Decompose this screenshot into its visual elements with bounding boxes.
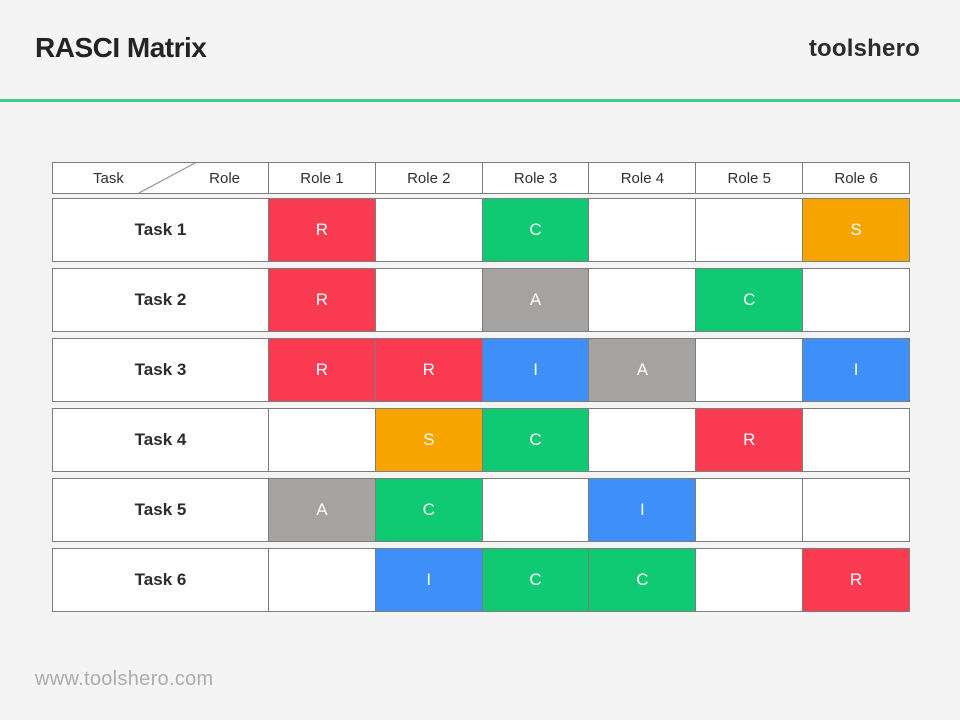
brand-logo: toolshero (808, 35, 920, 62)
task-row: Task 2 R A C (52, 268, 910, 332)
task-label-cell: Task 1 (134, 220, 187, 239)
matrix-cell: R (268, 199, 375, 261)
matrix-cell: S (374, 409, 482, 471)
matrix-cell (268, 549, 375, 611)
matrix-cell: C (481, 549, 589, 611)
responsibility-block: R (269, 199, 375, 261)
column-header-cell: Role 1 (268, 163, 375, 193)
matrix-cell (588, 409, 695, 471)
rasci-matrix-table: Task Role Role 1 Role 2 Role 3 Role 4 Role 5 Ro… (52, 162, 910, 618)
matrix-cell: I (374, 549, 482, 611)
matrix-cell: C (374, 479, 482, 541)
matrix-cell: A (268, 479, 375, 541)
responsibility-block: C (482, 409, 589, 471)
responsibility-block: I (482, 339, 589, 401)
matrix-cell: I (481, 339, 589, 401)
matrix-cell (374, 199, 482, 261)
matrix-cell: C (588, 549, 696, 611)
matrix-cell (588, 199, 695, 261)
column-header-cell: Role 4 (588, 163, 695, 193)
matrix-cell (695, 479, 802, 541)
responsibility-block: S (375, 409, 482, 471)
corner-row-axis-label: Task (93, 169, 124, 187)
responsibility-block: C (589, 549, 696, 611)
matrix-cell: C (481, 409, 589, 471)
diagonal-divider-line (138, 163, 196, 193)
responsibility-block: I (589, 479, 696, 541)
responsibility-block: C (482, 549, 589, 611)
task-row: Task 1 R C S (52, 198, 910, 262)
matrix-cell: I (588, 479, 696, 541)
matrix-cell: C (695, 269, 803, 331)
matrix-cell (695, 199, 802, 261)
responsibility-block: C (696, 269, 803, 331)
responsibility-block: R (269, 269, 375, 331)
corner-cell: Task Role (53, 163, 268, 193)
responsibility-block: R (269, 339, 375, 401)
column-header-cell: Role 2 (374, 163, 482, 193)
accent-divider-line (0, 99, 960, 102)
column-header-cell: Role 3 (481, 163, 589, 193)
matrix-cell: R (695, 409, 803, 471)
matrix-cell (588, 269, 695, 331)
footer-url: www.toolshero.com (35, 668, 214, 690)
matrix-cell (802, 479, 909, 541)
matrix-cell (695, 549, 802, 611)
matrix-cell: A (588, 339, 696, 401)
matrix-cell (374, 269, 482, 331)
corner-col-axis-label: Role (209, 169, 240, 187)
responsibility-block: R (803, 549, 909, 611)
task-label-cell: Task 2 (134, 290, 187, 309)
responsibility-block: I (803, 339, 909, 401)
responsibility-block: A (589, 339, 696, 401)
matrix-cell (695, 339, 802, 401)
matrix-cell (802, 409, 909, 471)
task-label-cell: Task 3 (134, 360, 187, 379)
page-title: RASCI Matrix (35, 32, 207, 63)
responsibility-block: C (482, 199, 589, 261)
matrix-cell: A (481, 269, 589, 331)
matrix-header-row: Task Role Role 1 Role 2 Role 3 Role 4 Role 5 Ro… (52, 162, 910, 194)
matrix-cell: C (481, 199, 589, 261)
task-label-cell: Task 6 (134, 570, 187, 589)
matrix-cell: R (268, 339, 375, 401)
responsibility-block: C (375, 479, 482, 541)
matrix-cell: R (802, 549, 909, 611)
matrix-cell: R (268, 269, 375, 331)
column-header-cell: Role 5 (695, 163, 802, 193)
page-header: RASCI Matrix toolshero (0, 0, 960, 102)
responsibility-block: A (269, 479, 375, 541)
responsibility-block: A (482, 269, 589, 331)
responsibility-block: I (375, 549, 482, 611)
matrix-cell: I (802, 339, 909, 401)
matrix-cell: R (374, 339, 482, 401)
matrix-cell: S (802, 199, 909, 261)
task-label-cell: Task 5 (134, 500, 187, 519)
responsibility-block: R (696, 409, 803, 471)
matrix-cell (481, 479, 589, 541)
matrix-cell (802, 269, 909, 331)
matrix-cell (268, 409, 375, 471)
task-label-cell: Task 4 (134, 430, 187, 449)
responsibility-block: R (375, 339, 482, 401)
responsibility-block: S (803, 199, 909, 261)
column-header-cell: Role 6 (802, 163, 909, 193)
